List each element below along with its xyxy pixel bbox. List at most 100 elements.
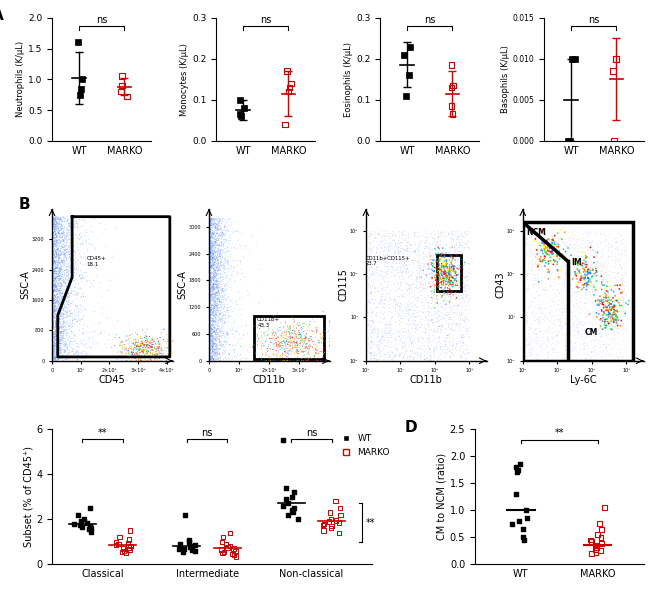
Point xyxy=(585,328,595,338)
Point xyxy=(205,269,215,279)
Point xyxy=(129,334,139,344)
Point xyxy=(552,252,562,261)
Point xyxy=(207,271,217,281)
Point xyxy=(50,263,60,273)
Point xyxy=(402,255,412,265)
Point xyxy=(206,342,216,352)
Point xyxy=(204,297,214,307)
Point xyxy=(595,238,606,248)
Point xyxy=(580,288,591,298)
Point xyxy=(53,251,64,260)
Point xyxy=(127,348,137,358)
Point xyxy=(549,313,559,323)
Point xyxy=(218,318,228,328)
Point xyxy=(225,274,235,283)
Point xyxy=(204,318,214,328)
Point xyxy=(582,324,593,333)
Point xyxy=(53,239,64,248)
Point xyxy=(215,273,226,282)
Point xyxy=(79,268,89,277)
Point xyxy=(53,223,63,233)
Point xyxy=(212,241,222,251)
Point xyxy=(385,271,396,280)
Point xyxy=(211,309,221,319)
Point xyxy=(47,227,57,236)
Point xyxy=(48,276,58,285)
Point xyxy=(148,349,158,358)
Point xyxy=(53,215,64,225)
Point xyxy=(208,288,218,298)
Point xyxy=(575,274,586,284)
Point xyxy=(382,317,392,327)
Point xyxy=(582,311,593,321)
Point xyxy=(412,266,423,276)
Point xyxy=(532,255,542,265)
Point xyxy=(224,312,234,322)
Point xyxy=(55,353,66,362)
Point xyxy=(217,331,228,340)
Point xyxy=(47,247,58,257)
Point xyxy=(51,331,62,340)
Point xyxy=(206,303,216,312)
Point xyxy=(211,243,221,252)
Point xyxy=(280,347,290,356)
Point xyxy=(122,346,132,356)
Point xyxy=(204,240,214,249)
Point xyxy=(299,334,309,343)
Point xyxy=(119,546,129,555)
Point xyxy=(206,309,216,318)
Point xyxy=(211,339,221,348)
Point xyxy=(590,271,601,281)
Point xyxy=(464,305,474,314)
Point xyxy=(439,268,449,277)
Point xyxy=(266,334,277,344)
Point xyxy=(600,292,610,302)
Point xyxy=(367,308,378,318)
Point xyxy=(52,251,62,261)
Point xyxy=(216,298,227,307)
Point xyxy=(215,253,226,263)
Point xyxy=(395,349,405,358)
Point xyxy=(115,342,125,351)
Point xyxy=(204,318,214,327)
Point xyxy=(614,355,624,365)
Point xyxy=(521,342,531,352)
Point xyxy=(604,300,614,309)
Point xyxy=(51,252,61,261)
Point xyxy=(49,251,60,260)
Point xyxy=(205,349,216,358)
Point xyxy=(215,303,226,312)
Point xyxy=(61,355,72,364)
Point xyxy=(567,276,577,285)
Point xyxy=(48,285,58,294)
Point xyxy=(423,270,434,279)
Point xyxy=(390,271,400,280)
Point xyxy=(53,235,64,245)
Point xyxy=(90,327,101,337)
Point xyxy=(206,252,216,262)
Point xyxy=(299,336,309,346)
Point xyxy=(393,247,404,257)
Point xyxy=(55,219,65,229)
Point xyxy=(48,322,58,331)
Point xyxy=(205,256,215,266)
Point xyxy=(64,277,74,286)
Point xyxy=(391,336,401,345)
Point xyxy=(207,252,218,262)
Point xyxy=(49,266,60,276)
Point xyxy=(68,247,78,256)
Point xyxy=(209,247,219,256)
Point xyxy=(205,260,215,269)
Point xyxy=(531,274,541,283)
Point xyxy=(445,325,456,334)
Point xyxy=(614,319,625,328)
Point xyxy=(614,353,625,362)
Point xyxy=(74,215,85,225)
Point xyxy=(403,337,413,347)
Point xyxy=(218,287,229,297)
Point xyxy=(452,281,462,290)
Point xyxy=(207,239,218,248)
Point xyxy=(62,292,73,301)
Point xyxy=(144,341,155,350)
Point xyxy=(58,317,69,326)
